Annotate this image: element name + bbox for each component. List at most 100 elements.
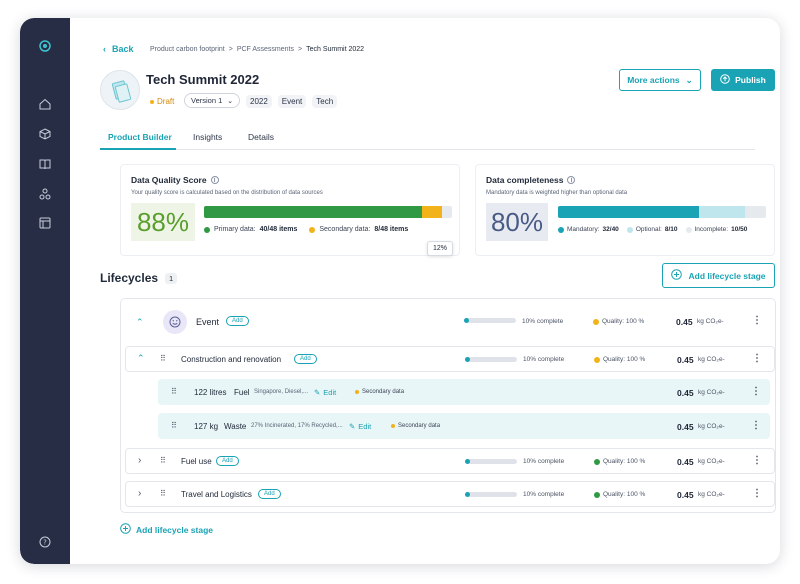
more-menu-icon[interactable]: ⋮ (751, 386, 761, 397)
tag: Event (277, 95, 307, 108)
add-pill-button[interactable]: Add (258, 489, 281, 499)
chevron-right-icon[interactable]: › (138, 455, 142, 466)
item-detail: Singapore, Diesel,... (254, 389, 309, 395)
emission-unit: kg CO₂e- (697, 318, 724, 325)
pencil-icon: ✎ (314, 388, 321, 397)
footer-add-lifecycle-stage-link[interactable]: Add lifecycle stage (120, 523, 213, 536)
lifecycle-event-row: ⌃ Event Add 10% complete Quality: 100 % … (120, 308, 776, 338)
add-pill-button[interactable]: Add (226, 316, 249, 326)
info-icon[interactable]: i (567, 176, 576, 184)
progress-bar (465, 492, 517, 497)
data-completeness-card: Data completeness i Mandatory data is we… (475, 164, 775, 256)
primary-dot (204, 226, 210, 233)
chevron-up-icon[interactable]: ⌃ (136, 317, 144, 327)
emission-value: 0.45 (677, 457, 694, 467)
quality-text: Quality: 100 % (603, 458, 646, 465)
emission-unit: kg CO₂e- (698, 356, 725, 363)
completeness-score: 80% (486, 203, 548, 241)
progress-bar (464, 318, 516, 323)
chevron-left-icon: ‹ (103, 44, 106, 54)
stage-row-construction: ⌃ ⠿ Construction and renovation Add 10% … (125, 346, 775, 372)
emission-unit: kg CO₂e- (698, 389, 725, 396)
status-badge: Draft (150, 97, 174, 106)
mandatory-segment (558, 206, 700, 218)
data-source-badge: Secondary data (355, 389, 404, 395)
chevron-right-icon[interactable]: › (138, 488, 142, 499)
incomplete-dot (685, 226, 692, 233)
version-select[interactable]: Version 1 ⌄ (184, 93, 241, 108)
plus-circle-icon (671, 269, 683, 282)
item-row-fuel: ⠿ 122 litres Fuel Singapore, Diesel,... … (158, 379, 770, 405)
info-icon[interactable]: i (210, 176, 219, 184)
drag-handle-icon[interactable]: ⠿ (160, 456, 166, 465)
stage-name: Construction and renovation (181, 355, 282, 364)
drag-handle-icon[interactable]: ⠿ (171, 421, 177, 430)
quality-text: Quality: 100 % (602, 318, 645, 325)
progress-bar (465, 357, 517, 362)
item-name: Fuel (234, 388, 250, 397)
home-icon[interactable] (37, 96, 53, 112)
complete-text: 10% complete (523, 356, 565, 363)
stage-row-fuel-use: › ⠿ Fuel use Add 10% complete Quality: 1… (125, 448, 775, 474)
publish-button[interactable]: Publish (711, 69, 775, 91)
sidebar: ? (20, 18, 70, 564)
complete-text: 10% complete (523, 491, 565, 498)
completeness-legend: Mandatory: 32/40 Optional: 8/10 Incomple… (558, 226, 747, 233)
edit-button[interactable]: ✎ Edit (314, 388, 337, 397)
more-menu-icon[interactable]: ⋮ (752, 455, 762, 466)
logo-icon[interactable] (37, 38, 53, 54)
quality-bar (204, 206, 452, 218)
emission-value: 0.45 (677, 355, 694, 365)
data-quality-card: Data Quality Score i Your quality score … (120, 164, 460, 256)
section-title: Lifecycles (100, 271, 159, 285)
book-icon[interactable] (37, 156, 53, 172)
more-menu-icon[interactable]: ⋮ (752, 315, 762, 326)
optional-segment (699, 206, 746, 218)
add-lifecycle-stage-button[interactable]: Add lifecycle stage (662, 263, 775, 288)
tab-product-builder[interactable]: Product Builder (108, 132, 172, 142)
quality-dot (594, 356, 600, 363)
emission-unit: kg CO₂e- (698, 491, 725, 498)
emission-unit: kg CO₂e- (698, 423, 725, 430)
secondary-dot (309, 226, 316, 233)
tab-details[interactable]: Details (248, 132, 274, 142)
drag-handle-icon[interactable]: ⠿ (160, 489, 166, 498)
more-actions-button[interactable]: More actions ⌄ (619, 69, 701, 91)
card-title: Data Quality Score (131, 175, 207, 185)
edit-button[interactable]: ✎ Edit (349, 422, 372, 431)
network-icon[interactable] (37, 186, 53, 202)
cube-icon[interactable] (37, 126, 53, 142)
add-pill-button[interactable]: Add (294, 354, 317, 364)
plus-circle-icon (120, 523, 131, 536)
emission-value: 0.45 (677, 422, 694, 432)
more-menu-icon[interactable]: ⋮ (752, 353, 762, 364)
drag-handle-icon[interactable]: ⠿ (160, 354, 166, 363)
quality-dot (594, 491, 600, 498)
lifecycle-panel (120, 298, 776, 513)
chevron-up-icon[interactable]: ⌃ (137, 353, 145, 363)
quality-score: 88% (131, 203, 195, 241)
help-icon[interactable]: ? (37, 534, 53, 550)
tab-insights[interactable]: Insights (193, 132, 223, 142)
breadcrumb: Product carbon footprint > PCF Assessmen… (150, 46, 365, 53)
emission-value: 0.45 (677, 388, 694, 398)
tag-list: 2022 Event Tech (246, 95, 338, 108)
back-link[interactable]: ‹ Back (103, 44, 134, 54)
more-menu-icon[interactable]: ⋮ (752, 488, 762, 499)
upload-icon (720, 74, 730, 86)
drag-handle-icon[interactable]: ⠿ (171, 387, 177, 396)
chevron-down-icon: ⌄ (685, 74, 693, 85)
more-menu-icon[interactable]: ⋮ (751, 420, 761, 431)
quality-text: Quality: 100 % (603, 356, 646, 363)
add-pill-button[interactable]: Add (216, 456, 239, 466)
breadcrumb-current: Tech Summit 2022 (306, 46, 365, 53)
quality-dot (594, 458, 600, 465)
item-detail: 27% Incinerated, 17% Recycled,... (251, 423, 343, 429)
primary-data-segment (204, 206, 423, 218)
breadcrumb-item[interactable]: Product carbon footprint (150, 46, 225, 53)
breadcrumb-item[interactable]: PCF Assessments (236, 46, 294, 53)
tag: Tech (312, 95, 338, 108)
page-title: Tech Summit 2022 (146, 72, 260, 87)
layout-icon[interactable] (37, 215, 53, 231)
card-subtitle: Mandatory data is weighted higher than o… (486, 190, 628, 196)
